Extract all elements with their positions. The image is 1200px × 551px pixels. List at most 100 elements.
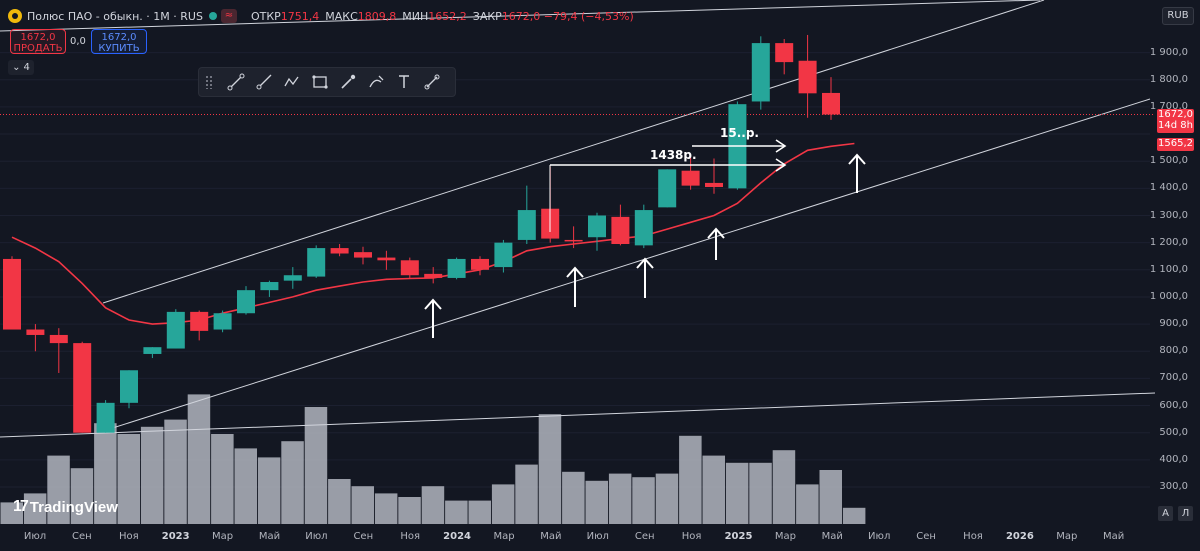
log-scale-button[interactable]: Л <box>1178 506 1193 521</box>
candle-body <box>283 275 302 281</box>
price-tick-label: 900,0 <box>1159 318 1188 330</box>
sell-button[interactable]: 1672,0 ПРОДАТЬ <box>10 29 66 54</box>
low-value: 1652,2 <box>428 9 467 23</box>
indicators-toggle[interactable]: ⌄ 4 <box>8 60 34 75</box>
price-tick-label: 1 900,0 <box>1149 46 1188 58</box>
volume-bar <box>585 480 608 524</box>
candle-body <box>751 43 770 102</box>
candle-body <box>424 273 443 278</box>
indicator-count: 4 <box>23 62 30 73</box>
volume-bar <box>117 434 140 524</box>
level-label-1438[interactable]: 1438р. <box>650 148 697 162</box>
candle-body <box>775 43 794 63</box>
volume-bar <box>211 434 234 524</box>
volume-bar <box>164 419 187 524</box>
time-tick-label: 2026 <box>1005 531 1034 542</box>
volume-bar <box>234 448 257 524</box>
rectangle-tool-icon[interactable] <box>309 71 331 93</box>
price-tick-label: 1 200,0 <box>1149 236 1188 248</box>
candle-body <box>681 170 700 186</box>
realtime-icon: ≈ <box>220 9 237 23</box>
time-tick-label: Май <box>540 531 562 542</box>
volume-bar <box>796 484 819 524</box>
price-tick-label: 1 700,0 <box>1149 100 1188 112</box>
volume-bar <box>0 502 23 524</box>
brush-tool-icon[interactable] <box>337 71 359 93</box>
up-arrow-head <box>636 257 654 269</box>
volume-bar <box>632 477 655 524</box>
up-arrow-head <box>424 298 442 310</box>
path-tool-icon[interactable] <box>281 71 303 93</box>
trend-line <box>0 392 1156 438</box>
time-tick-label: 2025 <box>724 531 753 542</box>
price-tick-label: 400,0 <box>1159 453 1188 465</box>
spread-value: 0,0 <box>70 36 86 47</box>
time-tick-label: Сен <box>634 531 655 542</box>
ma-price-tag: 1565,2 <box>1157 138 1194 151</box>
volume-bar <box>47 455 70 524</box>
level-arrow-head <box>775 158 787 172</box>
price-tick-label: 1 500,0 <box>1149 155 1188 167</box>
time-tick-label: Май <box>1103 531 1125 542</box>
candle-body <box>588 215 606 238</box>
candle-body <box>471 258 489 270</box>
time-tick-label: Июл <box>23 531 47 542</box>
symbol-title[interactable]: Полюс ПАО - обыкн. · 1М · RUS <box>27 9 203 23</box>
up-arrow-head <box>566 266 584 278</box>
drag-handle-icon[interactable] <box>205 75 213 89</box>
currency-selector[interactable]: RUB <box>1162 7 1194 25</box>
high-label: МАКС <box>325 9 358 23</box>
buy-button[interactable]: 1672,0 КУПИТЬ <box>91 29 147 54</box>
tradingview-mark-icon: 17 <box>13 498 29 515</box>
volume-bar <box>749 462 772 524</box>
time-tick-label: Мар <box>1056 531 1078 542</box>
low-label: МИН <box>402 9 429 23</box>
chevron-down-icon: ⌄ <box>12 62 21 73</box>
open-value: 1751,4 <box>280 9 320 23</box>
volume-bar <box>725 462 749 524</box>
last-price-value: 1672,0 <box>1158 109 1193 120</box>
ray-tool-icon[interactable] <box>253 71 275 93</box>
tradingview-logo[interactable]: 17 TradingView <box>13 498 118 516</box>
candle-body <box>354 252 372 258</box>
sell-label: ПРОДАТЬ <box>13 43 63 54</box>
price-tick-label: 800,0 <box>1159 345 1188 357</box>
time-tick-label: Ноя <box>118 531 139 542</box>
volume-bar <box>655 473 679 524</box>
up-arrow-head <box>848 153 866 165</box>
level-label-15xx[interactable]: 15..р. <box>720 126 759 140</box>
price-tick-label: 1 800,0 <box>1149 73 1188 85</box>
volume-bar <box>257 457 281 524</box>
candle-body <box>400 260 419 276</box>
sell-price: 1672,0 <box>20 32 56 43</box>
candle-body <box>517 210 536 240</box>
text-tool-icon[interactable] <box>393 71 415 93</box>
candle-body <box>213 313 232 330</box>
volume-bar <box>328 479 351 524</box>
annotations <box>424 139 866 338</box>
volume-bar <box>281 441 304 524</box>
time-tick-label: Май <box>258 531 281 542</box>
price-tick-label: 600,0 <box>1159 399 1188 411</box>
last-price-tag: 1672,0 14d 8h <box>1157 109 1194 133</box>
candle-body <box>26 329 45 335</box>
chart-grid <box>0 52 1150 488</box>
volume-bar <box>468 500 491 524</box>
measure-tool-icon[interactable] <box>421 71 443 93</box>
symbol-logo-icon <box>8 9 22 23</box>
highlighter-tool-icon[interactable] <box>365 71 387 93</box>
candle-body <box>260 282 279 291</box>
time-tick-label: Июл <box>305 531 328 542</box>
price-tick-label: 700,0 <box>1159 372 1188 384</box>
volume-bar <box>679 435 702 524</box>
candle-body <box>330 248 349 254</box>
candle-body <box>307 248 326 277</box>
level-arrow-head <box>775 139 787 153</box>
trend-line <box>99 98 1151 433</box>
candle-body <box>611 216 630 245</box>
time-tick-label: 2024 <box>443 531 472 542</box>
candle-body <box>798 60 817 94</box>
auto-scale-button[interactable]: A <box>1158 506 1173 521</box>
trend-line-tool-icon[interactable] <box>225 71 247 93</box>
